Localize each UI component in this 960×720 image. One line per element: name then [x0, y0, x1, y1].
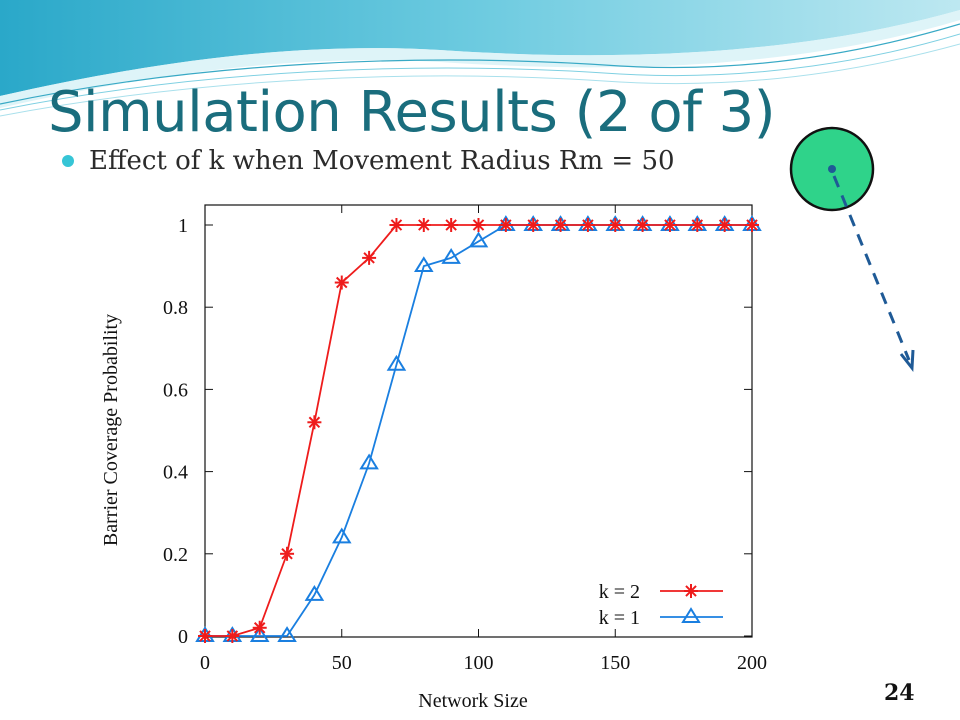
data-point-triangle [249, 626, 270, 642]
dashed-arrow-icon [832, 175, 911, 361]
data-point-asterisk [553, 218, 568, 232]
chart-series [195, 215, 762, 643]
x-tick-label: 150 [600, 652, 630, 674]
data-point-asterisk [745, 218, 759, 232]
y-axis-label: Barrier Coverage Probability [100, 314, 122, 546]
data-point-asterisk [198, 629, 212, 643]
legend-label: k = 1 [599, 607, 640, 629]
data-point-asterisk [280, 546, 295, 561]
axis-ticks: 0 50 100 150 200 0 0.2 0.4 0.6 0.8 1 [163, 205, 767, 674]
y-tick-label: 0.6 [163, 379, 188, 401]
data-point-triangle [468, 231, 489, 248]
data-point-asterisk [471, 218, 486, 232]
data-point-triangle [414, 256, 434, 273]
title-wave-decoration [0, 0, 960, 117]
x-tick-label: 0 [200, 652, 210, 674]
data-point-asterisk [662, 218, 677, 232]
data-point-asterisk [717, 218, 732, 232]
y-tick-label: 0.2 [163, 544, 188, 566]
data-point-asterisk [362, 250, 377, 265]
bullet-point: Effect of k when Movement Radius Rm = 50 [62, 146, 675, 176]
data-point-triangle [331, 527, 352, 544]
legend-label: k = 2 [599, 581, 640, 603]
data-point-triangle [386, 354, 407, 371]
data-point-asterisk [526, 218, 541, 232]
x-tick-label: 50 [332, 652, 352, 674]
data-point-asterisk [225, 629, 240, 643]
data-point-triangle [359, 453, 379, 470]
data-point-triangle [441, 247, 461, 264]
data-point-asterisk [444, 218, 459, 232]
data-point-asterisk [498, 218, 513, 232]
bullet-text: Effect of k when Movement Radius Rm = 50 [89, 146, 675, 176]
data-point-asterisk [580, 218, 595, 232]
slide-number: 24 [884, 680, 915, 706]
data-point-asterisk [389, 218, 404, 232]
chart-legend: k = 2 k = 1 [599, 581, 723, 629]
sensor-center-dot [828, 165, 836, 173]
x-tick-label: 100 [464, 652, 494, 674]
slide-title: Simulation Results (2 of 3) [48, 80, 776, 145]
bullet-icon [62, 155, 74, 167]
data-point-asterisk [608, 218, 623, 232]
data-point-asterisk [416, 218, 431, 232]
x-axis-label: Network Size [418, 690, 528, 712]
series-asterisk [198, 218, 759, 643]
data-point-asterisk [635, 218, 650, 232]
data-point-triangle [277, 626, 297, 642]
x-tick-label: 200 [737, 652, 767, 674]
arrow-head [899, 349, 915, 373]
legend-marker-triangle [681, 607, 701, 623]
data-point-asterisk [307, 415, 322, 430]
y-tick-label: 1 [178, 215, 188, 237]
data-point-asterisk [334, 275, 349, 290]
data-point-asterisk [252, 620, 267, 635]
y-tick-label: 0.8 [163, 297, 188, 319]
y-tick-label: 0.4 [163, 462, 188, 484]
data-point-asterisk [690, 218, 705, 232]
legend-marker-asterisk [684, 584, 698, 598]
data-point-triangle [304, 584, 325, 601]
y-tick-label: 0 [178, 626, 188, 648]
